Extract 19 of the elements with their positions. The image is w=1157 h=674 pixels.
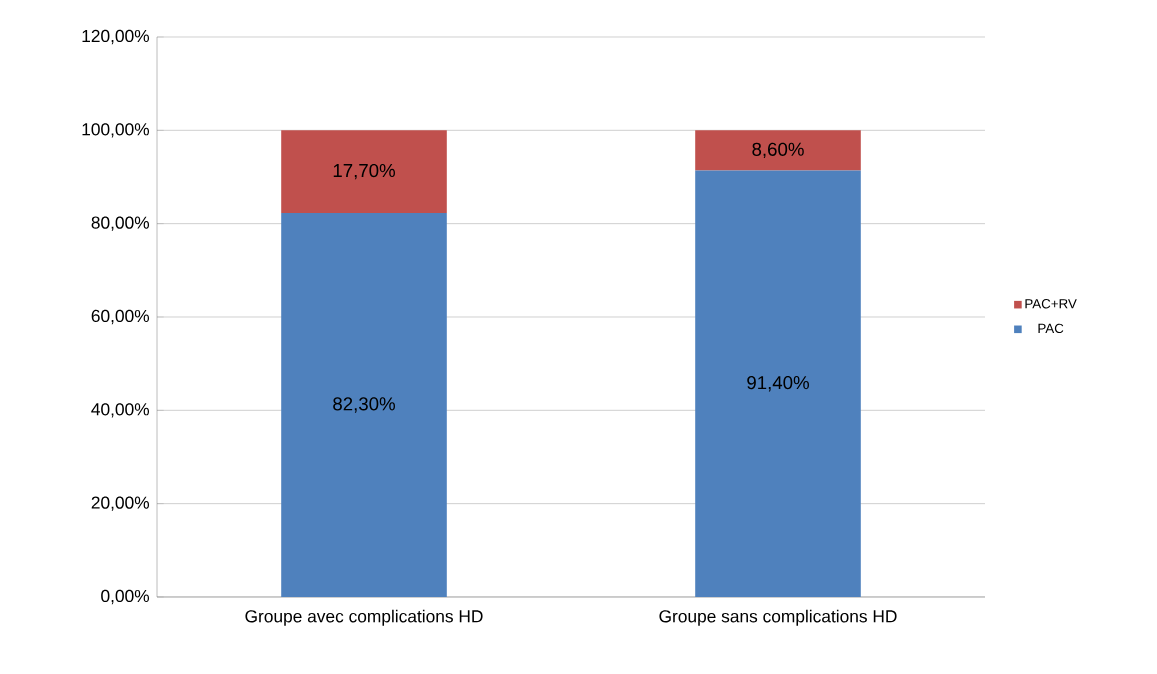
data-label: 91,40% [747, 375, 809, 392]
legend-label: PAC [1038, 323, 1064, 334]
x-tick-label: Groupe avec complications HD [245, 609, 483, 626]
y-tick-label: 0,00% [101, 589, 150, 605]
y-tick-label: 120,00% [82, 29, 150, 45]
y-tick-label: 60,00% [91, 309, 150, 325]
data-label: 8,60% [752, 142, 804, 159]
bar [695, 130, 861, 171]
legend-label: PAC+RV [1025, 299, 1077, 309]
y-tick-label: 20,00% [91, 496, 150, 511]
bar [281, 212, 447, 597]
y-tick-label: 40,00% [91, 403, 150, 418]
data-label: 82,30% [333, 397, 395, 413]
y-tick-label: 80,00% [91, 216, 150, 231]
data-label: 17,70% [333, 163, 395, 180]
bar [281, 130, 447, 213]
bar [695, 170, 861, 597]
y-tick-label: 100,00% [82, 123, 150, 138]
x-tick-label: Groupe sans complications HD [659, 609, 897, 626]
